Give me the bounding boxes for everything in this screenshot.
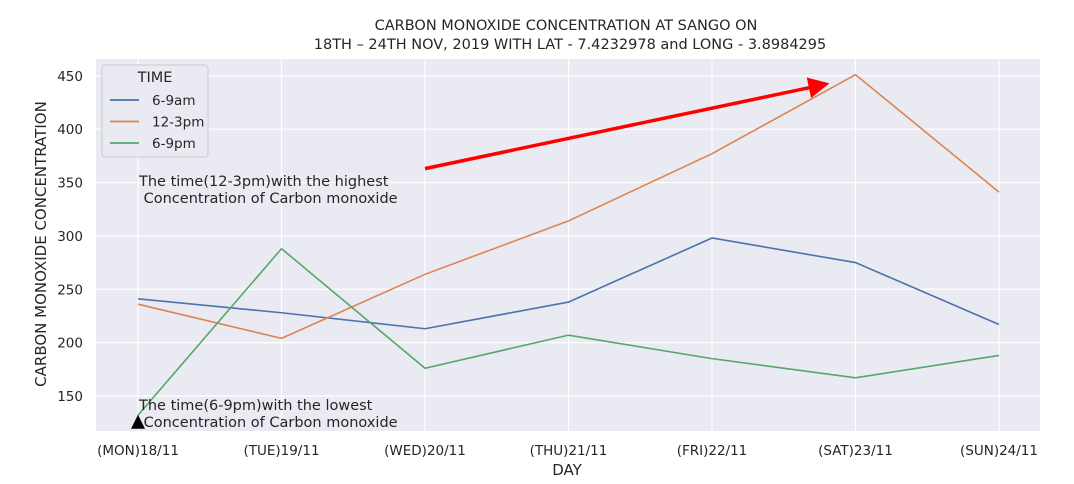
- series-lines: [137, 73, 1000, 416]
- x-tick-label: (SUN)24/11: [960, 443, 1038, 459]
- annotation-lowest-line2: Concentration of Carbon monoxide: [139, 415, 398, 431]
- y-tick-label: 200: [57, 336, 83, 352]
- annotation-marker-black: [131, 414, 145, 429]
- legend-box: [101, 64, 209, 158]
- x-tick-label: (TUE)19/11: [243, 443, 319, 459]
- chart-title: CARBON MONOXIDE CONCENTRATION AT SANGO O…: [375, 18, 758, 34]
- legend-entry: 6-9am: [152, 93, 195, 109]
- annotations: The time(12-3pm)with the highest Concent…: [131, 77, 830, 431]
- series-line-6-9pm: [137, 247, 1000, 416]
- annotation-highest-line2: Concentration of Carbon monoxide: [139, 191, 398, 207]
- annotation-highest-line1: The time(12-3pm)with the highest: [138, 174, 389, 190]
- chart-subtitle: 18TH – 24TH NOV, 2019 WITH LAT - 7.42329…: [314, 37, 826, 53]
- y-tick-label: 300: [57, 229, 83, 245]
- y-tick-label: 450: [57, 69, 83, 85]
- x-tick-label: (SAT)23/11: [818, 443, 893, 459]
- x-axis-label: DAY: [552, 461, 582, 479]
- x-tick-labels: (MON)18/11 (TUE)19/11 (WED)20/11 (THU)21/11…: [97, 443, 1038, 459]
- annotation-arrow-red: [424, 77, 830, 171]
- x-tick-label: (MON)18/11: [97, 443, 179, 459]
- y-axis-label: CARBON MONOXIDE CONCENTRATION: [32, 101, 50, 387]
- series-line-6-9am: [137, 237, 1000, 330]
- legend-title: TIME: [137, 70, 173, 86]
- y-tick-label: 150: [57, 389, 83, 405]
- y-tick-label: 250: [57, 282, 83, 298]
- x-tick-label: (FRI)22/11: [677, 443, 748, 459]
- annotation-lowest-line1: The time(6-9pm)with the lowest: [138, 398, 373, 414]
- legend-entry: 6-9pm: [152, 136, 196, 152]
- legend: TIME 6-9am 12-3pm 6-9pm: [101, 64, 209, 158]
- x-tick-label: (WED)20/11: [384, 443, 466, 459]
- series-line-12-3pm: [137, 73, 1000, 340]
- y-tick-label: 350: [57, 176, 83, 192]
- legend-entry: 12-3pm: [152, 115, 204, 131]
- y-tick-labels: 150 200 250 300 350 400 450: [57, 69, 83, 405]
- y-tick-label: 400: [57, 122, 83, 138]
- x-tick-label: (THU)21/11: [530, 443, 608, 459]
